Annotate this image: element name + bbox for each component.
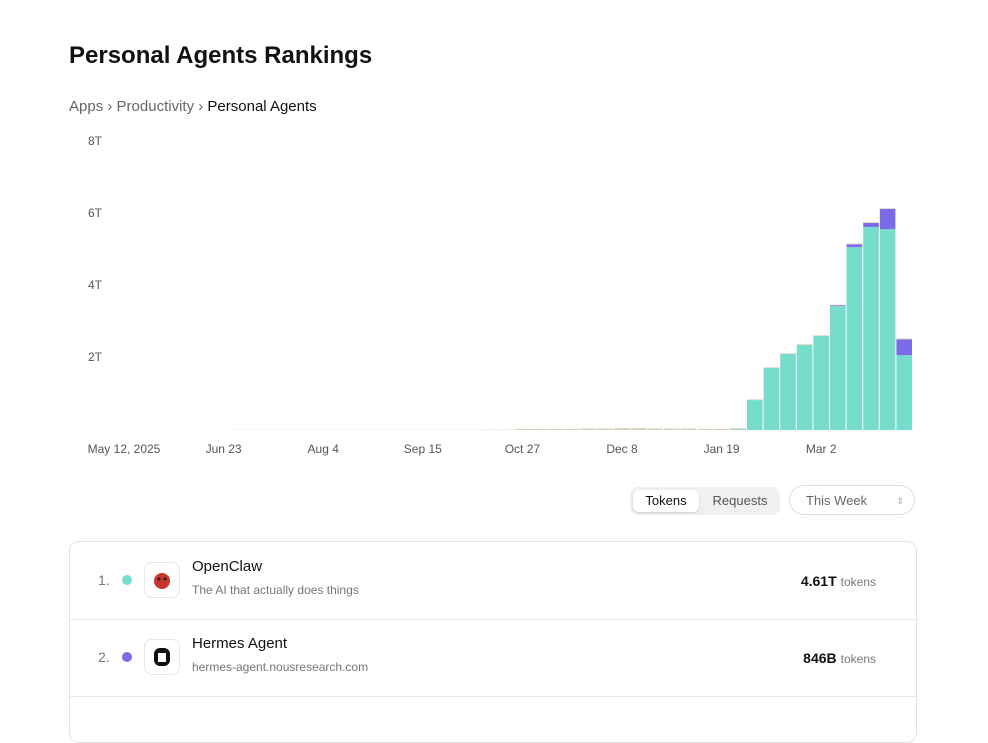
x-tick-label: Sep 15 <box>404 442 442 456</box>
value: 4.61T <box>801 573 837 589</box>
bar-segment <box>896 355 912 430</box>
bar-segment <box>780 354 796 430</box>
bar-segment <box>863 222 879 223</box>
bar-segment <box>598 429 614 430</box>
bar-segment <box>863 227 879 430</box>
rank: 2. <box>98 649 110 665</box>
breadcrumb: Apps › Productivity › Personal Agents <box>69 98 317 115</box>
value: 846B <box>803 650 836 666</box>
bar-segment <box>847 244 863 247</box>
bar-segment <box>548 429 564 430</box>
unit: tokens <box>841 575 876 589</box>
bar-segment <box>880 229 896 430</box>
ranking-row[interactable]: 1. OpenClaw The AI that actually does th… <box>70 542 916 620</box>
crumb-link[interactable]: Apps <box>69 98 103 115</box>
rankings-list: 1. OpenClaw The AI that actually does th… <box>69 541 917 743</box>
y-tick-label: 8T <box>88 134 103 148</box>
bar-segment <box>764 368 780 430</box>
toggle-requests[interactable]: Requests <box>702 490 778 512</box>
x-tick-label: Jan 19 <box>704 442 740 456</box>
y-tick-label: 2T <box>88 350 103 364</box>
bar-segment <box>764 367 780 368</box>
x-tick-label: May 12, 2025 <box>88 442 161 456</box>
app-name: Hermes Agent <box>192 635 287 652</box>
period-label: This Week <box>806 493 867 508</box>
x-tick-label: Dec 8 <box>606 442 638 456</box>
bar-segment <box>863 223 879 227</box>
app-value: 4.61T tokens <box>801 573 876 589</box>
bar-segment <box>847 244 863 245</box>
bar-segment <box>730 428 746 429</box>
x-tick-label: Jun 23 <box>206 442 242 456</box>
rank: 1. <box>98 572 110 588</box>
bar-segment <box>581 429 597 430</box>
bar-segment <box>880 209 896 229</box>
crumb-current: Personal Agents <box>207 98 316 115</box>
bar-segment <box>780 353 796 354</box>
x-tick-label: Mar 2 <box>806 442 837 456</box>
bar-segment <box>830 305 846 306</box>
bar-segment <box>647 429 663 430</box>
bar-segment <box>880 208 896 209</box>
bar-segment <box>830 305 846 306</box>
period-select[interactable]: This Week⇕ <box>789 485 915 515</box>
bar-segment <box>564 429 580 430</box>
y-tick-label: 6T <box>88 206 103 220</box>
chart: 2T 4T 6T 8T May 12, 2025 Jun 23 Aug 4 Sep 15 Oct… <box>0 130 988 470</box>
metric-toggle: Tokens Requests <box>630 487 780 515</box>
x-tick-label: Aug 4 <box>308 442 340 456</box>
bar-segment <box>664 429 680 430</box>
bar-segment <box>531 429 547 430</box>
page-title: Personal Agents Rankings <box>69 42 372 70</box>
app-value: 846B tokens <box>803 650 876 666</box>
app-description: hermes-agent.nousresearch.com <box>192 660 368 674</box>
bar-segment <box>747 399 763 400</box>
bar-segment <box>730 429 746 430</box>
app-icon <box>144 562 180 598</box>
bar-segment <box>631 428 647 430</box>
bar-segment <box>681 429 697 430</box>
crumb-link[interactable]: Productivity <box>117 98 195 115</box>
bar-segment <box>714 429 730 430</box>
page: Personal Agents Rankings Apps › Producti… <box>0 0 988 702</box>
ranking-row[interactable]: 2. Hermes Agent hermes-agent.nousresearc… <box>70 619 916 697</box>
x-tick-label: Oct 27 <box>505 442 541 456</box>
bar-segment <box>896 339 912 355</box>
y-tick-label: 4T <box>88 278 103 292</box>
bar-segment <box>797 344 813 345</box>
color-dot <box>122 575 132 585</box>
bar-segment <box>813 335 829 336</box>
bar-segment <box>515 429 531 430</box>
app-icon <box>144 639 180 675</box>
bar-segment <box>697 429 713 430</box>
app-name: OpenClaw <box>192 558 262 575</box>
bar-segment <box>830 306 846 430</box>
bar-segment <box>797 345 813 430</box>
bar-segment <box>847 247 863 430</box>
toggle-tokens[interactable]: Tokens <box>633 490 699 512</box>
color-dot <box>122 652 132 662</box>
unit: tokens <box>841 652 876 666</box>
app-description: The AI that actually does things <box>192 583 359 597</box>
bar-segment <box>896 339 912 340</box>
bar-segment <box>747 400 763 430</box>
bar-segment <box>813 336 829 430</box>
bar-segment <box>614 428 630 430</box>
